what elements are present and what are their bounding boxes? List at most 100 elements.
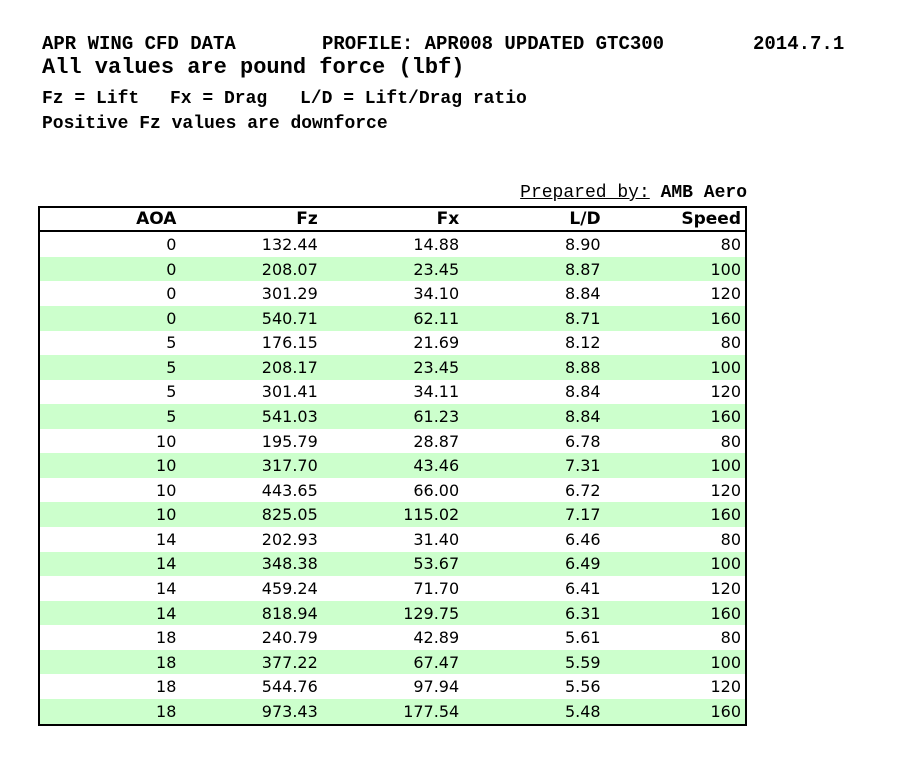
cell-ld: 8.84 [463,281,605,306]
cell-speed: 100 [604,355,746,380]
cell-fx: 66.00 [321,477,464,503]
column-header-speed: Speed [604,207,746,232]
cell-fx: 23.45 [321,355,464,380]
cell-fx: 67.47 [321,649,464,675]
cell-speed: 120 [604,379,746,405]
table-row: 14 459.24 71.70 6.41 120 [39,576,746,601]
cell-fz: 973.43 [180,698,322,725]
cell-ld: 7.17 [463,502,605,528]
cell-fz: 459.24 [180,576,322,601]
cell-fx: 23.45 [321,256,464,282]
cell-fx: 34.11 [321,379,464,405]
cell-fz: 208.17 [180,355,322,380]
cell-speed: 160 [604,600,746,626]
cell-ld: 6.72 [463,477,605,503]
cell-fx: 71.70 [321,576,464,601]
cell-aoa: 18 [39,698,181,725]
cell-fz: 443.65 [180,477,322,503]
cell-fz: 541.03 [180,404,322,429]
cell-speed: 120 [604,674,746,699]
cell-fz: 818.94 [180,600,322,626]
cell-speed: 160 [604,698,746,725]
cell-fx: 34.10 [321,281,464,306]
cell-ld: 6.31 [463,600,605,626]
cell-fx: 62.11 [321,305,464,331]
cell-fx: 61.23 [321,404,464,429]
table-row: 5 301.41 34.11 8.84 120 [39,379,746,405]
cell-fx: 115.02 [321,502,464,528]
cell-fz: 825.05 [180,502,322,528]
cell-aoa: 5 [39,379,181,405]
report-title: APR WING CFD DATA [42,33,236,55]
cell-ld: 5.56 [463,674,605,699]
cell-ld: 5.48 [463,698,605,725]
cell-fz: 301.29 [180,281,322,306]
cell-fx: 43.46 [321,453,464,478]
cell-ld: 8.84 [463,379,605,405]
table-row: 18 377.22 67.47 5.59 100 [39,649,746,675]
cell-speed: 100 [604,453,746,478]
cell-fx: 28.87 [321,428,464,454]
cell-speed: 100 [604,649,746,675]
cell-ld: 6.78 [463,428,605,454]
cell-ld: 8.84 [463,404,605,429]
fz-definition: Fz = Lift [42,89,140,109]
table-row: 14 348.38 53.67 6.49 100 [39,551,746,577]
cell-ld: 5.59 [463,649,605,675]
prepared-by-label: Prepared by: [520,183,650,203]
cell-ld: 6.46 [463,527,605,552]
table-row: 5 541.03 61.23 8.84 160 [39,404,746,429]
cell-aoa: 0 [39,256,181,282]
cell-fz: 132.44 [180,231,322,257]
cell-aoa: 10 [39,502,181,528]
cell-fx: 14.88 [321,231,464,257]
cell-ld: 6.41 [463,576,605,601]
cell-fx: 53.67 [321,551,464,577]
cell-fx: 21.69 [321,330,464,356]
cell-aoa: 0 [39,281,181,306]
profile-label: PROFILE: APR008 UPDATED GTC300 [322,33,665,55]
units-note: All values are pound force (lbf) [42,55,465,80]
cell-aoa: 0 [39,231,181,257]
cell-speed: 80 [604,527,746,552]
cell-aoa: 5 [39,404,181,429]
cell-ld: 8.90 [463,231,605,257]
cell-aoa: 14 [39,600,181,626]
table-row: 18 544.76 97.94 5.56 120 [39,674,746,699]
table-row: 0 208.07 23.45 8.87 100 [39,256,746,282]
cell-ld: 5.61 [463,625,605,650]
cell-fz: 377.22 [180,649,322,675]
cell-fz: 540.71 [180,305,322,331]
cell-aoa: 0 [39,305,181,331]
cell-speed: 160 [604,502,746,528]
cell-aoa: 18 [39,649,181,675]
cell-ld: 8.71 [463,305,605,331]
cell-aoa: 10 [39,453,181,478]
table-row: 14 202.93 31.40 6.46 80 [39,527,746,552]
cell-fx: 129.75 [321,600,464,626]
cell-speed: 120 [604,477,746,503]
cell-speed: 100 [604,551,746,577]
cell-speed: 80 [604,625,746,650]
cell-ld: 7.31 [463,453,605,478]
table-row: 10 195.79 28.87 6.78 80 [39,428,746,454]
cell-aoa: 10 [39,477,181,503]
header-row: AOA Fz Fx L/D Speed [39,207,746,232]
cell-aoa: 14 [39,576,181,601]
prepared-by-line: Prepared by: AMB Aero [520,184,747,202]
cfd-data-table: AOA Fz Fx L/D Speed 0 132.44 14.88 8.90 80 0 2… [38,206,747,726]
table-row: 0 132.44 14.88 8.90 80 [39,231,746,257]
cell-speed: 80 [604,231,746,257]
cell-aoa: 18 [39,674,181,699]
cell-fz: 348.38 [180,551,322,577]
cell-speed: 80 [604,428,746,454]
cell-fx: 31.40 [321,527,464,552]
table-row: 10 825.05 115.02 7.17 160 [39,502,746,528]
cell-fz: 544.76 [180,674,322,699]
report-date: 2014.7.1 [753,33,845,55]
cell-speed: 100 [604,256,746,282]
cell-speed: 120 [604,281,746,306]
cell-aoa: 14 [39,527,181,552]
table-row: 0 301.29 34.10 8.84 120 [39,281,746,306]
